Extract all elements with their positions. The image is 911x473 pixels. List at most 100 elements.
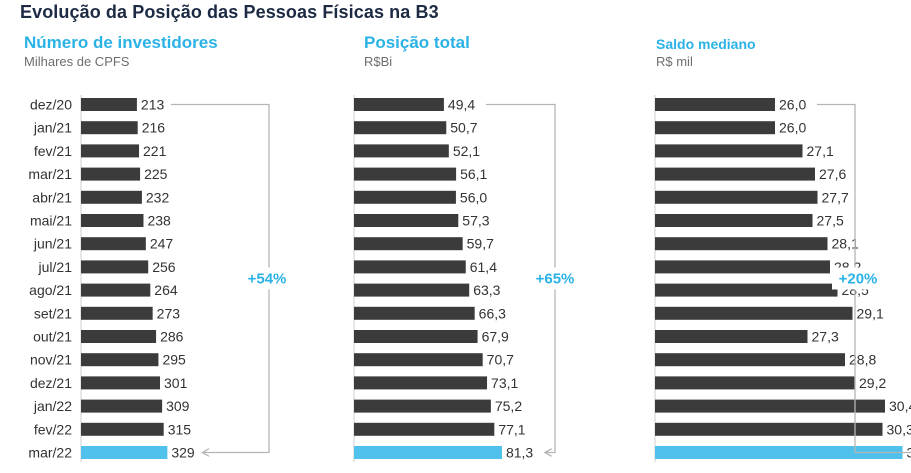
bar-saldo-jun-21 (655, 237, 828, 251)
panel-subtitle-saldo: R$ mil (656, 54, 693, 69)
value-label-saldo-mar-21: 27,6 (819, 166, 846, 182)
value-label-posicao-jul-21: 61,4 (470, 259, 497, 275)
bar-investidores-set-21 (81, 306, 153, 320)
value-label-saldo-jan-21: 26,0 (779, 120, 806, 136)
panel-subtitle-posicao: R$Bi (364, 54, 393, 69)
category-label-jan-21: jan/21 (33, 120, 72, 136)
value-label-saldo-out-21: 27,3 (812, 329, 839, 345)
bar-investidores-jan-22 (81, 399, 163, 413)
bar-posicao-abr-21 (354, 190, 456, 204)
value-label-investidores-jan-22: 309 (166, 398, 190, 414)
bar-posicao-mar-21 (354, 167, 457, 181)
bar-investidores-jul-21 (81, 260, 149, 274)
value-label-saldo-dez-21: 29,2 (859, 375, 886, 391)
value-label-posicao-mar-21: 56,1 (460, 166, 487, 182)
value-label-posicao-jan-21: 50,7 (450, 120, 477, 136)
bar-investidores-jan-21 (81, 121, 138, 135)
category-label-mar-22: mar/22 (28, 445, 72, 461)
bar-posicao-jan-22 (354, 399, 491, 413)
bar-saldo-mai-21 (655, 214, 813, 227)
value-label-saldo-mai-21: 27,5 (817, 213, 844, 229)
value-label-saldo-abr-21: 27,7 (822, 189, 849, 205)
panel-title-posicao: Posição total (364, 33, 470, 52)
bar-posicao-nov-21 (354, 353, 483, 367)
bar-saldo-fev-21 (655, 144, 803, 158)
bar-saldo-dez-21 (655, 376, 855, 390)
value-label-posicao-dez-21: 73,1 (491, 375, 518, 391)
value-label-investidores-jul-21: 256 (152, 259, 176, 275)
value-label-posicao-nov-21: 70,7 (487, 352, 514, 368)
bar-posicao-fev-21 (354, 144, 449, 158)
bar-saldo-ago-21 (655, 283, 838, 297)
value-label-posicao-mar-22: 81,3 (506, 445, 533, 461)
bar-saldo-out-21 (655, 330, 808, 343)
value-label-posicao-fev-21: 52,1 (453, 143, 480, 159)
bar-saldo-fev-22 (655, 422, 883, 436)
bar-posicao-jan-21 (354, 121, 447, 135)
category-label-fev-21: fev/21 (34, 143, 72, 159)
bar-saldo-mar-21 (655, 167, 815, 181)
category-label-set-21: set/21 (34, 305, 72, 321)
bar-investidores-abr-21 (81, 190, 142, 204)
bar-saldo-mar-22 (655, 446, 903, 459)
category-label-ago-21: ago/21 (29, 282, 72, 298)
value-label-posicao-set-21: 66,3 (479, 305, 506, 321)
bar-investidores-jun-21 (81, 237, 146, 251)
bar-posicao-out-21 (354, 330, 478, 343)
bar-investidores-ago-21 (81, 283, 151, 297)
bar-posicao-ago-21 (354, 283, 470, 297)
value-label-posicao-jan-22: 75,2 (495, 398, 522, 414)
growth-label-investidores: +54% (248, 271, 287, 288)
panel-subtitle-investidores: Milhares de CPFS (24, 54, 130, 69)
value-label-saldo-fev-21: 27,1 (807, 143, 834, 159)
category-label-dez-20: dez/20 (30, 97, 72, 113)
bar-investidores-mai-21 (81, 214, 144, 227)
growth-label-bg-posicao (529, 267, 581, 290)
category-label-nov-21: nov/21 (30, 352, 72, 368)
bar-investidores-nov-21 (81, 353, 159, 367)
value-label-investidores-dez-21: 301 (164, 375, 188, 391)
category-label-mar-21: mar/21 (28, 166, 72, 182)
value-label-posicao-mai-21: 57,3 (462, 213, 489, 229)
bar-investidores-mar-22 (81, 446, 168, 459)
growth-label-bg-investidores (241, 267, 293, 290)
value-label-investidores-mar-22: 329 (171, 445, 195, 461)
bar-posicao-mai-21 (354, 214, 459, 227)
value-label-saldo-jan-22: 30,4 (889, 398, 911, 414)
panel-title-investidores: Número de investidores (24, 33, 218, 52)
value-label-investidores-set-21: 273 (157, 305, 181, 321)
value-label-saldo-fev-22: 30,3 (887, 421, 911, 437)
bar-investidores-fev-22 (81, 422, 164, 436)
category-label-jan-22: jan/22 (33, 398, 72, 414)
chart-main-title: Evolução da Posição das Pessoas Físicas … (20, 2, 439, 22)
value-label-investidores-jun-21: 247 (150, 236, 174, 252)
bar-saldo-jan-21 (655, 121, 775, 135)
value-label-posicao-fev-22: 77,1 (498, 421, 525, 437)
value-label-investidores-dez-20: 213 (141, 97, 165, 113)
value-label-investidores-fev-21: 221 (143, 143, 167, 159)
bar-investidores-dez-21 (81, 376, 161, 390)
category-label-jul-21: jul/21 (38, 259, 73, 275)
growth-label-bg-saldo (832, 267, 884, 290)
value-label-investidores-mai-21: 238 (147, 213, 171, 229)
value-label-posicao-ago-21: 63,3 (473, 282, 500, 298)
value-label-investidores-fev-22: 315 (168, 421, 192, 437)
category-label-out-21: out/21 (33, 329, 72, 345)
bar-saldo-jan-22 (655, 399, 885, 413)
bar-posicao-dez-20 (354, 98, 444, 111)
value-label-investidores-out-21: 286 (160, 329, 184, 345)
bar-investidores-out-21 (81, 330, 157, 343)
value-label-saldo-dez-20: 26,0 (779, 97, 806, 113)
value-label-posicao-dez-20: 49,4 (448, 97, 475, 113)
category-label-abr-21: abr/21 (32, 189, 72, 205)
category-label-jun-21: jun/21 (33, 236, 72, 252)
value-label-saldo-set-21: 29,1 (857, 305, 884, 321)
bar-posicao-dez-21 (354, 376, 488, 390)
growth-label-posicao: +65% (536, 271, 575, 288)
bar-saldo-jul-21 (655, 260, 830, 274)
bar-saldo-dez-20 (655, 98, 775, 111)
category-label-mai-21: mai/21 (30, 213, 72, 229)
category-label-fev-22: fev/22 (34, 421, 72, 437)
value-label-posicao-out-21: 67,9 (482, 329, 509, 345)
